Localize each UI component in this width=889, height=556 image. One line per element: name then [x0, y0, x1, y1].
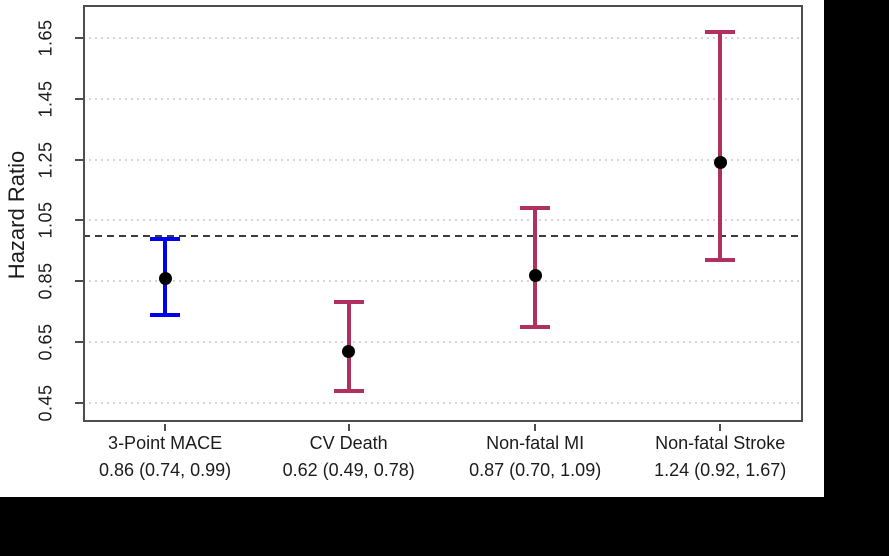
y-tick-mark: [75, 97, 83, 100]
y-tick-mark: [75, 401, 83, 404]
y-tick-label: 1.65: [35, 19, 56, 57]
gridline: [83, 341, 803, 343]
y-tick-mark: [75, 280, 83, 283]
plot-area: [83, 5, 803, 422]
error-bar-cap-bottom: [150, 312, 181, 317]
error-bar-cap-bottom: [520, 324, 551, 329]
x-tick-mark: [164, 424, 167, 431]
x-tick-mark: [347, 424, 350, 431]
y-tick-label: 1.45: [35, 80, 56, 118]
error-bar-cap-bottom: [705, 257, 736, 262]
error-bar: [533, 208, 538, 327]
x-tick-mark: [534, 424, 537, 431]
y-tick-label: 0.65: [35, 323, 56, 361]
plot-border: [83, 5, 803, 422]
chart-paper: Hazard Ratio 0.45 0.65 0.85 1.05 1.25 1.45 1.6…: [0, 0, 824, 497]
error-bar-cap-top: [333, 300, 364, 305]
gridline: [83, 158, 803, 161]
category-label: 3-Point MACE: [108, 433, 223, 453]
y-tick-mark: [75, 158, 83, 161]
point-marker: [158, 271, 172, 285]
x-tick-mark: [719, 424, 722, 431]
y-tick-mark: [75, 341, 83, 343]
category-label: Non-fatal Stroke: [655, 433, 786, 453]
category-label: CV Death: [309, 433, 388, 453]
estimate-label: 0.86 (0.74, 0.99): [99, 460, 232, 480]
gridline: [83, 280, 803, 283]
error-bar-cap-top: [705, 29, 736, 34]
category-label: Non-fatal MI: [486, 433, 585, 453]
estimate-label: 0.87 (0.70, 1.09): [469, 460, 602, 480]
error-bar-cap-bottom: [333, 388, 364, 393]
estimate-label: 1.24 (0.92, 1.67): [654, 460, 787, 480]
y-tick-label: 0.85: [35, 262, 56, 300]
error-bar-cap-top: [520, 206, 551, 211]
y-tick-label: 1.05: [35, 201, 56, 239]
point-marker: [342, 344, 356, 358]
gridline: [83, 36, 803, 39]
y-tick-mark: [75, 219, 83, 222]
gridline: [83, 219, 803, 222]
reference-line: [83, 234, 803, 237]
error-bar-cap-top: [150, 236, 181, 241]
y-tick-label: 1.25: [35, 140, 56, 179]
y-axis-title: Hazard Ratio: [4, 150, 29, 280]
point-marker: [528, 268, 542, 282]
estimate-label: 0.62 (0.49, 0.78): [282, 460, 415, 480]
gridline: [83, 401, 803, 404]
error-bar: [718, 31, 723, 260]
y-tick-label: 0.45: [35, 384, 56, 422]
point-marker: [713, 156, 727, 170]
gridline: [83, 97, 803, 100]
y-tick-mark: [75, 36, 83, 39]
